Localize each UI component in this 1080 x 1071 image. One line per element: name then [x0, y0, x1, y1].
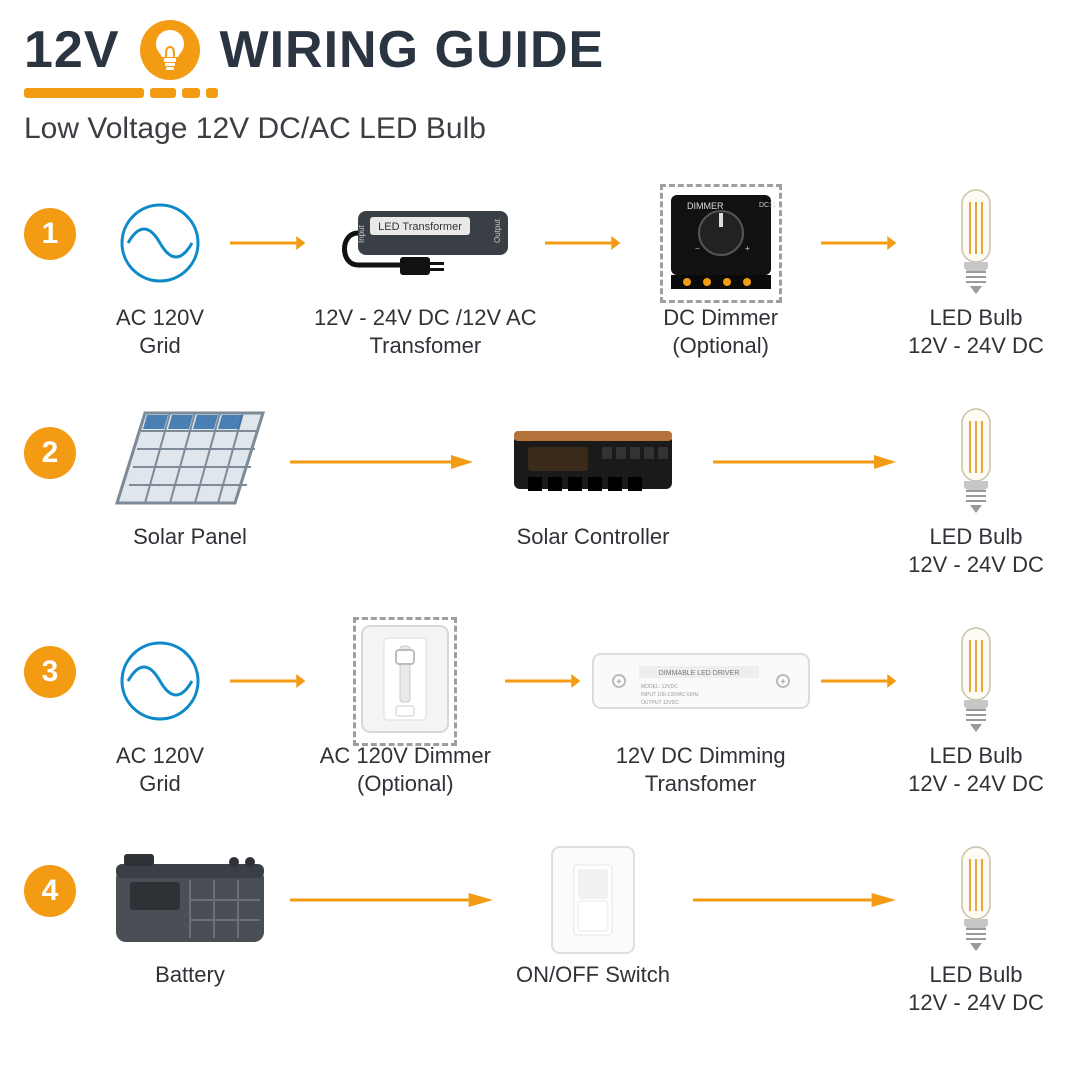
svg-text:Output: Output — [493, 218, 502, 243]
node-solar-panel: Solar Panel — [90, 407, 290, 551]
node-dim-transformer: + DIMMABLE LED DRIVER MODEL: 12VDC INPUT… — [581, 626, 821, 797]
svg-text:MODEL: 12VDC: MODEL: 12VDC — [641, 684, 678, 690]
node-solar-controller: Solar Controller — [473, 407, 713, 551]
svg-text:LED Transformer: LED Transformer — [378, 221, 462, 233]
svg-text:DIMMABLE LED DRIVER: DIMMABLE LED DRIVER — [658, 670, 739, 677]
svg-text:+: + — [745, 244, 750, 253]
row-chain: AC 120V Grid AC 120V Dimmer (Optional) +… — [90, 626, 1056, 797]
arrow-icon — [230, 626, 305, 736]
node-ac-grid: AC 120V Grid — [90, 626, 230, 797]
node-label: ON/OFF Switch — [516, 961, 670, 989]
node-ac-grid: AC 120V Grid — [90, 188, 230, 359]
ac-grid-icon — [118, 188, 202, 298]
svg-text:DIMMER: DIMMER — [687, 201, 724, 211]
svg-text:OUTPUT 12VDC: OUTPUT 12VDC — [641, 700, 679, 706]
node-label: 12V - 24V DC /12V AC Transfomer — [314, 304, 537, 359]
node-battery: Battery — [90, 845, 290, 989]
arrow-icon — [505, 626, 580, 736]
arrow-icon — [290, 845, 493, 955]
led-bulb-icon — [946, 845, 1006, 955]
led-bulb-icon — [946, 188, 1006, 298]
subtitle: Low Voltage 12V DC/AC LED Bulb — [24, 112, 1056, 146]
led-bulb-icon — [946, 626, 1006, 736]
arrow-icon — [713, 407, 896, 517]
node-label: LED Bulb 12V - 24V DC — [908, 523, 1044, 578]
node-label: Solar Controller — [517, 523, 670, 551]
node-label: AC 120V Grid — [116, 304, 204, 359]
node-label: AC 120V Dimmer (Optional) — [320, 742, 491, 797]
page-header: 12V WIRING GUIDE — [24, 20, 1056, 80]
node-label: 12V DC Dimming Transfomer — [616, 742, 786, 797]
svg-text:Input: Input — [357, 224, 366, 243]
bulb-icon — [140, 20, 200, 80]
row-chain: Solar Panel Solar Controller LED Bulb 12… — [90, 407, 1056, 578]
row-number-badge: 4 — [24, 865, 76, 917]
row-chain: AC 120V Grid LED Transformer Input Outpu… — [90, 188, 1056, 359]
node-label: Battery — [155, 961, 225, 989]
node-label: AC 120V Grid — [116, 742, 204, 797]
row-number-badge: 2 — [24, 427, 76, 479]
solar-panel-icon — [115, 407, 265, 517]
led-transformer-icon: LED Transformer Input Output — [330, 188, 520, 298]
svg-text:+: + — [780, 677, 786, 688]
svg-text:−: − — [695, 244, 700, 253]
title-right: WIRING GUIDE — [220, 20, 605, 80]
row-number-badge: 3 — [24, 646, 76, 698]
row-chain: Battery ON/OFF Switch LED Bulb 12V - 24V… — [90, 845, 1056, 1016]
arrow-icon — [821, 626, 896, 736]
arrow-icon — [545, 188, 620, 298]
node-dc-dimmer: DIMMER − + DC12-24V DC Dimmer (Optional) — [621, 188, 821, 359]
optional-frame — [353, 617, 457, 746]
node-label: LED Bulb 12V - 24V DC — [908, 742, 1044, 797]
wall-dimmer-icon — [353, 626, 457, 736]
node-on-off-switch: ON/OFF Switch — [493, 845, 693, 989]
node-led-transformer: LED Transformer Input Output 12V - 24V D… — [305, 188, 545, 359]
node-wall-dimmer: AC 120V Dimmer (Optional) — [305, 626, 505, 797]
arrow-icon — [693, 845, 896, 955]
row-number-badge: 1 — [24, 208, 76, 260]
accent-divider — [24, 88, 1056, 98]
node-led-bulb: LED Bulb 12V - 24V DC — [896, 626, 1056, 797]
wiring-row: 2 Solar Panel Solar Controller — [24, 407, 1056, 578]
node-label: Solar Panel — [133, 523, 247, 551]
on-off-switch-icon — [550, 845, 636, 955]
led-bulb-icon — [946, 407, 1006, 517]
dc-dimmer-icon: DIMMER − + DC12-24V — [660, 188, 782, 298]
arrow-icon — [230, 188, 305, 298]
node-label: DC Dimmer (Optional) — [663, 304, 778, 359]
title-left: 12V — [24, 20, 120, 80]
wiring-row: 4 Battery ON/OFF Switch — [24, 845, 1056, 1016]
node-led-bulb: LED Bulb 12V - 24V DC — [896, 407, 1056, 578]
ac-grid-icon — [118, 626, 202, 736]
node-led-bulb: LED Bulb 12V - 24V DC — [896, 188, 1056, 359]
node-label: LED Bulb 12V - 24V DC — [908, 304, 1044, 359]
wiring-row: 3 AC 120V Grid AC 120V Dimmer (Optional)… — [24, 626, 1056, 797]
wiring-row: 1 AC 120V Grid LED Transformer Input Out… — [24, 188, 1056, 359]
svg-text:DC12-24V: DC12-24V — [759, 202, 775, 209]
svg-text:INPUT 100-130VAC 60Hz: INPUT 100-130VAC 60Hz — [641, 692, 699, 698]
dim-transformer-icon: + DIMMABLE LED DRIVER MODEL: 12VDC INPUT… — [591, 626, 811, 736]
arrow-icon — [821, 188, 896, 298]
battery-icon — [110, 845, 270, 955]
svg-text:+: + — [616, 677, 622, 688]
solar-controller-icon — [508, 407, 678, 517]
wiring-rows: 1 AC 120V Grid LED Transformer Input Out… — [24, 188, 1056, 1016]
node-led-bulb: LED Bulb 12V - 24V DC — [896, 845, 1056, 1016]
optional-frame: DIMMER − + DC12-24V — [660, 184, 782, 303]
node-label: LED Bulb 12V - 24V DC — [908, 961, 1044, 1016]
arrow-icon — [290, 407, 473, 517]
